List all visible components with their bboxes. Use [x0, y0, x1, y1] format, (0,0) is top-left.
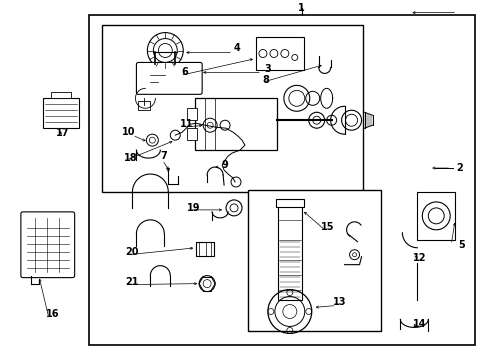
Bar — [102, 24, 362, 192]
Text: 7: 7 — [160, 151, 166, 161]
FancyBboxPatch shape — [21, 212, 75, 278]
Bar — [275, 199, 303, 207]
Text: 13: 13 — [332, 297, 346, 306]
Bar — [51, 92, 71, 98]
Bar — [195, 98, 276, 150]
Text: 6: 6 — [182, 67, 188, 77]
FancyBboxPatch shape — [136, 62, 202, 94]
Bar — [277, 205, 301, 300]
Text: 1: 1 — [298, 3, 305, 13]
Text: 4: 4 — [233, 42, 240, 53]
Bar — [88, 15, 474, 345]
Text: 19: 19 — [186, 203, 200, 213]
Text: 21: 21 — [125, 276, 139, 287]
Text: 3: 3 — [264, 64, 271, 75]
Polygon shape — [364, 112, 372, 128]
Text: 9: 9 — [221, 160, 228, 170]
Text: 15: 15 — [320, 222, 334, 232]
Text: 12: 12 — [412, 253, 425, 263]
Text: 10: 10 — [122, 127, 135, 137]
Bar — [187, 108, 197, 120]
Text: 20: 20 — [125, 247, 139, 257]
Text: 18: 18 — [123, 153, 137, 163]
Bar — [138, 101, 150, 110]
Text: 17: 17 — [56, 128, 69, 138]
Bar — [196, 242, 214, 256]
Bar — [42, 98, 79, 128]
Text: 8: 8 — [262, 75, 269, 85]
Text: 11: 11 — [179, 119, 193, 129]
Text: 5: 5 — [457, 240, 464, 250]
Text: 16: 16 — [46, 310, 60, 319]
Bar — [187, 128, 197, 140]
Bar — [416, 192, 454, 240]
Bar — [247, 190, 381, 332]
Text: 14: 14 — [412, 319, 425, 329]
Bar — [255, 37, 303, 71]
Text: 2: 2 — [455, 163, 462, 173]
